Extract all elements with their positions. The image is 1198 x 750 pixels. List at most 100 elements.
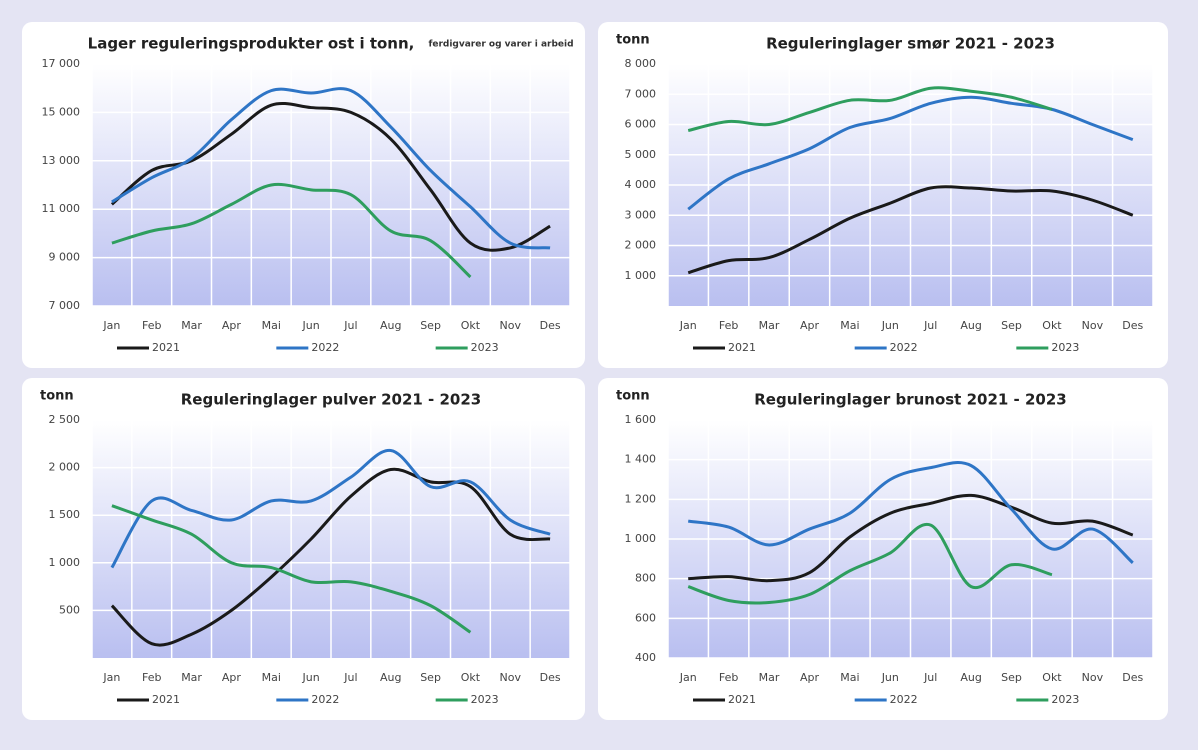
x-tick-label: Des xyxy=(1122,671,1143,684)
x-tick-label: Mar xyxy=(759,671,780,684)
chart-subtitle: ferdigvarer og varer i arbeid xyxy=(428,40,573,50)
y-tick-label: 1 000 xyxy=(625,532,657,545)
x-tick-label: Des xyxy=(1122,319,1143,332)
series-line xyxy=(688,493,1134,583)
x-tick-label: Jun xyxy=(881,671,899,684)
x-tick-label: Apr xyxy=(800,671,820,684)
x-tick-label: Nov xyxy=(500,319,522,332)
legend-label: 2021 xyxy=(152,341,180,354)
x-tick-label: Feb xyxy=(719,319,738,332)
x-tick-label: Aug xyxy=(380,319,401,332)
legend-label: 2023 xyxy=(1051,341,1079,354)
series-line xyxy=(111,504,472,634)
x-tick-label: Jun xyxy=(301,319,319,332)
legend-label: 2021 xyxy=(728,693,756,706)
x-tick-label: Mai xyxy=(262,671,281,684)
series-line xyxy=(111,87,551,250)
x-tick-label: Jan xyxy=(102,319,120,332)
x-tick-label: Okt xyxy=(1042,671,1062,684)
series-line xyxy=(110,448,551,569)
y-tick-label: 2 000 xyxy=(49,461,81,474)
chart-title: Lager reguleringsprodukter ost i tonn, xyxy=(88,35,415,53)
y-tick-label: 11 000 xyxy=(42,202,81,215)
series-line xyxy=(110,101,551,252)
y-tick-label: 2 500 xyxy=(49,413,81,426)
x-tick-label: Aug xyxy=(960,671,981,684)
y-tick-label: 15 000 xyxy=(42,105,81,118)
y-tick-label: 1 600 xyxy=(625,413,657,426)
x-tick-label: Aug xyxy=(960,319,981,332)
y-tick-label: 1 000 xyxy=(49,556,81,569)
x-tick-label: Sep xyxy=(1001,671,1022,684)
y-axis-label: tonn xyxy=(616,389,650,404)
x-tick-label: Mar xyxy=(759,319,780,332)
x-tick-label: Jul xyxy=(923,671,937,684)
legend-label: 2022 xyxy=(890,693,918,706)
x-tick-label: Jan xyxy=(679,319,697,332)
legend-label: 2022 xyxy=(311,693,339,706)
y-tick-label: 9 000 xyxy=(49,251,81,264)
y-tick-label: 1 000 xyxy=(625,269,657,282)
y-tick-label: 1 500 xyxy=(49,508,81,521)
y-tick-label: 7 000 xyxy=(625,87,657,100)
x-tick-label: Mar xyxy=(181,319,202,332)
y-tick-label: 4 000 xyxy=(625,178,657,191)
chart-title: Reguleringlager smør 2021 - 2023 xyxy=(766,35,1055,53)
y-tick-label: 6 000 xyxy=(625,118,657,131)
x-tick-label: Mai xyxy=(840,671,859,684)
series-line xyxy=(687,86,1053,133)
x-tick-label: Feb xyxy=(142,319,161,332)
series-line xyxy=(687,522,1053,605)
x-tick-label: Feb xyxy=(142,671,161,684)
y-tick-label: 600 xyxy=(635,611,656,624)
y-tick-label: 800 xyxy=(635,572,656,585)
x-tick-label: Mai xyxy=(262,319,281,332)
legend-label: 2023 xyxy=(1051,693,1079,706)
x-tick-label: Apr xyxy=(222,671,242,684)
legend-label: 2022 xyxy=(890,341,918,354)
x-tick-label: Des xyxy=(540,319,561,332)
x-tick-label: Jun xyxy=(881,319,899,332)
series-line xyxy=(687,95,1134,211)
series-line xyxy=(687,461,1134,564)
y-tick-label: 7 000 xyxy=(49,299,81,312)
y-tick-label: 2 000 xyxy=(625,239,657,252)
y-tick-label: 500 xyxy=(59,603,80,616)
y-tick-label: 8 000 xyxy=(625,57,657,70)
x-tick-label: Aug xyxy=(380,671,401,684)
x-tick-label: Mai xyxy=(840,319,859,332)
x-tick-label: Feb xyxy=(719,671,738,684)
x-tick-label: Sep xyxy=(420,319,441,332)
y-axis-label: tonn xyxy=(616,33,650,48)
legend-label: 2021 xyxy=(728,341,756,354)
x-tick-label: Jan xyxy=(102,671,120,684)
x-tick-label: Jan xyxy=(679,671,697,684)
x-tick-label: Okt xyxy=(461,671,481,684)
x-tick-label: Apr xyxy=(800,319,820,332)
series-line xyxy=(110,467,551,647)
legend-label: 2022 xyxy=(311,341,339,354)
x-tick-label: Des xyxy=(540,671,561,684)
x-tick-label: Jul xyxy=(343,319,357,332)
y-tick-label: 1 400 xyxy=(625,453,657,466)
x-tick-label: Jul xyxy=(923,319,937,332)
x-tick-label: Nov xyxy=(500,671,522,684)
y-tick-label: 400 xyxy=(635,651,656,664)
series-line xyxy=(687,185,1134,275)
x-tick-label: Sep xyxy=(420,671,441,684)
x-tick-label: Nov xyxy=(1082,671,1104,684)
chart-title: Reguleringlager brunost 2021 - 2023 xyxy=(754,391,1067,409)
x-tick-label: Sep xyxy=(1001,319,1022,332)
y-axis-label: tonn xyxy=(40,389,74,404)
x-tick-label: Mar xyxy=(181,671,202,684)
legend-label: 2023 xyxy=(471,341,499,354)
y-tick-label: 5 000 xyxy=(625,148,657,161)
y-tick-label: 1 200 xyxy=(625,492,657,505)
x-tick-label: Okt xyxy=(1042,319,1062,332)
chart-title: Reguleringlager pulver 2021 - 2023 xyxy=(181,391,482,409)
y-tick-label: 3 000 xyxy=(625,208,657,221)
x-tick-label: Jul xyxy=(343,671,357,684)
x-tick-label: Jun xyxy=(301,671,319,684)
